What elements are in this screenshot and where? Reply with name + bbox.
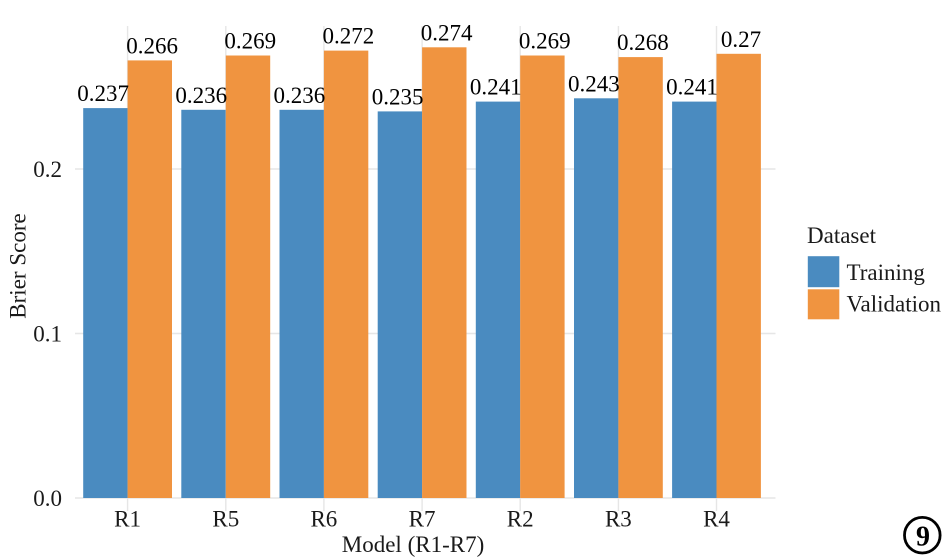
svg-text:R6: R6 <box>310 507 337 532</box>
svg-text:0.241: 0.241 <box>470 75 522 100</box>
svg-text:0.272: 0.272 <box>323 24 375 49</box>
svg-text:0.241: 0.241 <box>666 75 718 100</box>
svg-text:Training: Training <box>847 260 926 285</box>
svg-text:0.2: 0.2 <box>33 157 62 182</box>
svg-text:R4: R4 <box>703 507 730 532</box>
svg-text:Dataset: Dataset <box>807 223 877 248</box>
svg-text:0.0: 0.0 <box>33 486 62 511</box>
svg-text:0.268: 0.268 <box>617 30 669 55</box>
svg-text:Validation: Validation <box>847 292 942 317</box>
svg-text:0.266: 0.266 <box>126 33 178 58</box>
svg-text:0.274: 0.274 <box>421 20 473 45</box>
svg-text:0.236: 0.236 <box>274 83 326 108</box>
svg-text:0.237: 0.237 <box>77 81 129 106</box>
svg-text:0.243: 0.243 <box>568 71 620 96</box>
svg-text:R2: R2 <box>507 507 534 532</box>
svg-text:0.235: 0.235 <box>372 84 424 109</box>
svg-text:Brier Score: Brier Score <box>6 213 31 318</box>
svg-text:9: 9 <box>916 522 930 553</box>
svg-text:0.236: 0.236 <box>175 83 227 108</box>
svg-text:0.269: 0.269 <box>224 29 276 54</box>
svg-text:R1: R1 <box>114 507 141 532</box>
svg-text:R5: R5 <box>212 507 239 532</box>
svg-text:Model (R1-R7): Model (R1-R7) <box>342 532 484 557</box>
svg-text:R3: R3 <box>605 507 632 532</box>
svg-text:0.27: 0.27 <box>721 27 761 52</box>
svg-text:0.269: 0.269 <box>519 29 571 54</box>
svg-text:R7: R7 <box>409 507 436 532</box>
svg-text:0.1: 0.1 <box>33 322 62 347</box>
